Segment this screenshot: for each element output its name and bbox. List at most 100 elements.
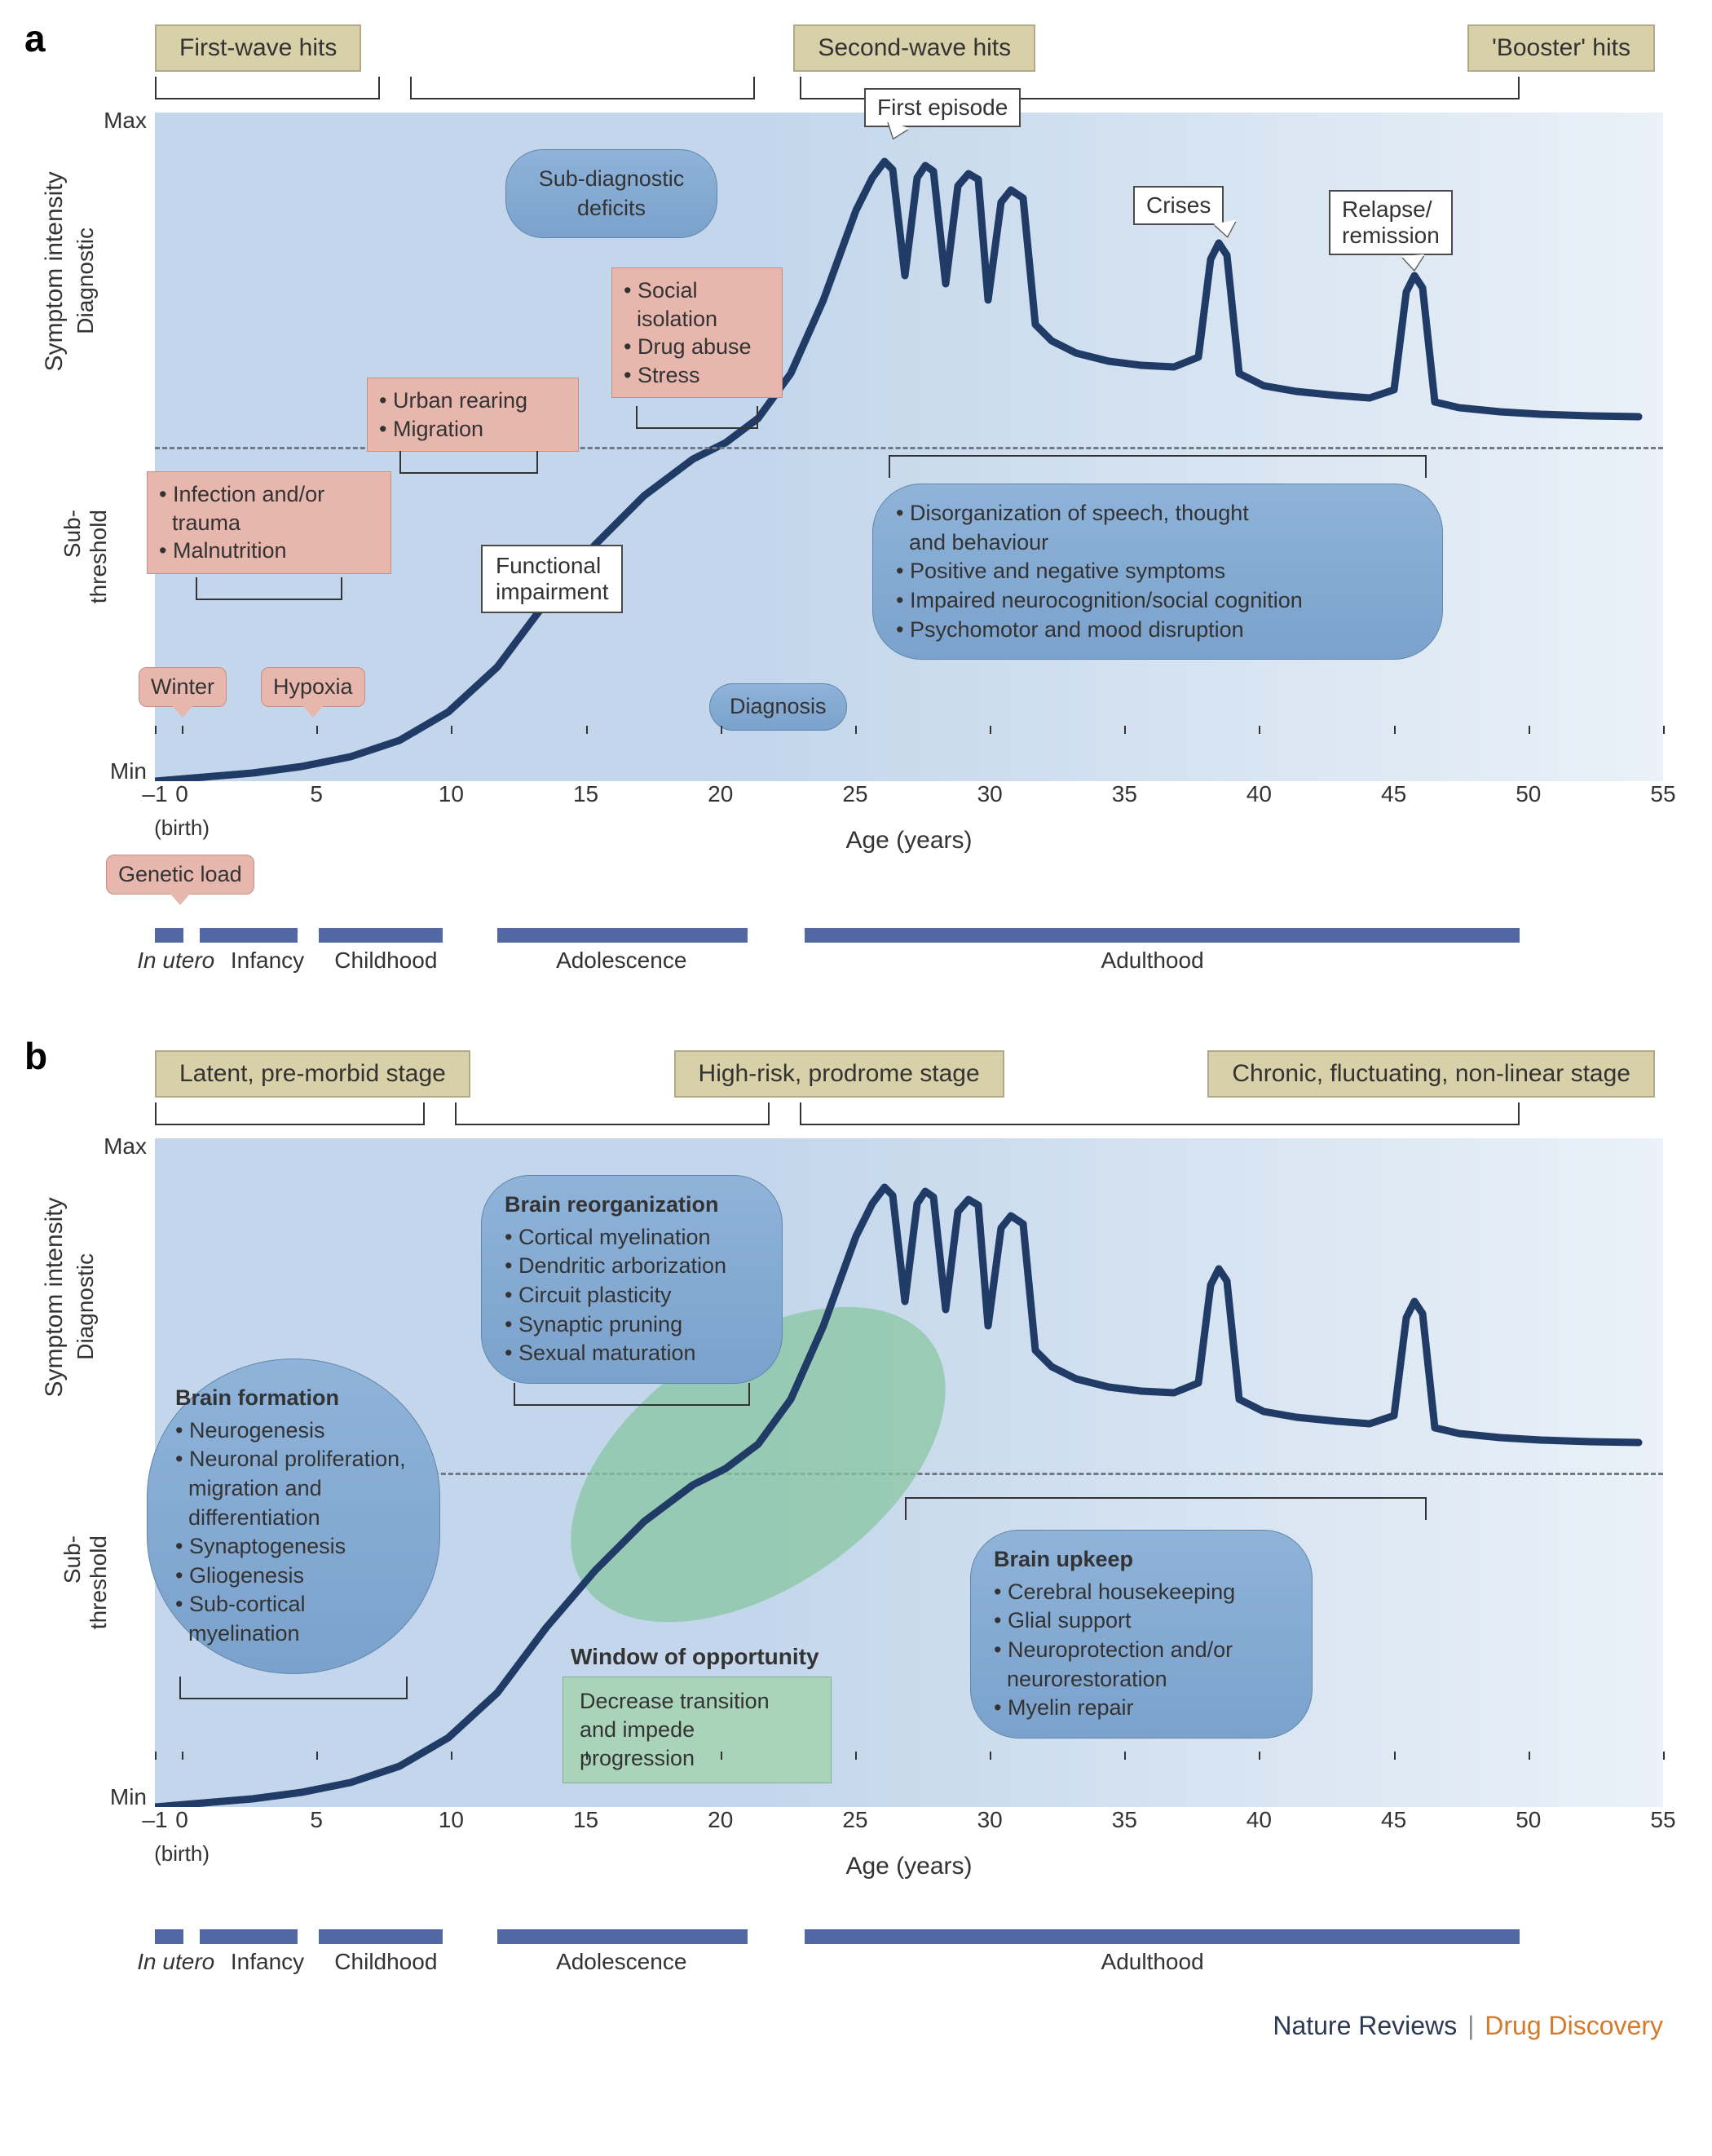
bubble-diagnosis: Diagnosis [709, 683, 847, 731]
xtick: 0 [175, 781, 188, 807]
ytick-diag: Diagnostic [73, 1253, 99, 1376]
xtick: 35 [1112, 1807, 1137, 1833]
callout-relapse: Relapse/ remission [1329, 190, 1453, 255]
bracket [800, 1102, 1520, 1125]
ytick-max: Max [82, 1133, 147, 1160]
stage-a-2: 'Booster' hits [1467, 24, 1655, 72]
lifestage-label: In utero [137, 948, 214, 974]
xtick: 45 [1381, 1807, 1406, 1833]
tag-winter: Winter [139, 667, 227, 707]
bracket [155, 1102, 425, 1125]
lifestage-bar [805, 1929, 1520, 1944]
credit: Nature Reviews | Drug Discovery [0, 2011, 1663, 2041]
lifestage-bar [319, 1929, 443, 1944]
xtick: 5 [310, 781, 323, 807]
callout-tail [1401, 254, 1425, 271]
stage-b-0: Latent, pre-morbid stage [155, 1050, 470, 1098]
lifestage-bar [497, 1929, 748, 1944]
lifestage-a: In uteroInfancyChildhoodAdolescenceAdult… [155, 928, 1655, 952]
xtick: 50 [1516, 1807, 1541, 1833]
tag-hypoxia: Hypoxia [261, 667, 365, 707]
stage-b-2: Chronic, fluctuating, non-linear stage [1207, 1050, 1655, 1098]
bracket [889, 455, 1427, 478]
below-axis-b: (birth) [155, 1856, 1663, 1889]
lifestage-bar [155, 1929, 183, 1944]
bracket [636, 406, 758, 429]
stage-a-1: Second-wave hits [793, 24, 1035, 72]
lifestage-bar [200, 928, 298, 943]
credit-1: Nature Reviews [1273, 2011, 1457, 2040]
ytick-min: Min [82, 758, 147, 784]
credit-sep: | [1467, 2011, 1474, 2040]
lifestage-label: Childhood [334, 948, 437, 974]
xtick: 25 [842, 1807, 867, 1833]
lifestage-label: Adulthood [1101, 948, 1204, 974]
bracket [399, 451, 538, 474]
stage-b-1: High-risk, prodrome stage [674, 1050, 1004, 1098]
lifestage-label: Adolescence [556, 1949, 686, 1975]
bubble-formation: Brain formation • Neurogenesis • Neurona… [147, 1359, 440, 1674]
bubble-reorg: Brain reorganization • Cortical myelinat… [481, 1175, 783, 1384]
plot-a: Symptom intensity Max Min Sub-threshold … [49, 113, 1663, 830]
bracket [905, 1497, 1427, 1520]
birth-label: (birth) [154, 1841, 210, 1867]
window-title: Window of opportunity [571, 1644, 819, 1670]
xtick: 50 [1516, 781, 1541, 807]
lifestage-bar [319, 928, 443, 943]
xtick: 55 [1650, 1807, 1675, 1833]
x-axis-a: Age (years) –10510152025303540455055 [155, 781, 1663, 830]
plot-area-b: Brain formation • Neurogenesis • Neurona… [155, 1138, 1663, 1807]
bracket [196, 577, 342, 600]
xtick: –1 [142, 781, 167, 807]
lifestage-label: Adolescence [556, 948, 686, 974]
xtick: 20 [708, 1807, 733, 1833]
panel-b: b Latent, pre-morbid stage High-risk, pr… [0, 1001, 1712, 2003]
xtick: –1 [142, 1807, 167, 1833]
ytick-sub: Sub-threshold [60, 1535, 112, 1658]
bubble-upkeep: Brain upkeep • Cerebral housekeeping • G… [970, 1530, 1313, 1738]
below-axis-a: Genetic load (birth) [155, 830, 1663, 887]
xtick: 45 [1381, 781, 1406, 807]
xtick: 15 [573, 781, 598, 807]
xtick: 30 [977, 781, 1003, 807]
lifestage-label: Adulthood [1101, 1949, 1204, 1975]
ytick-sub: Sub-threshold [60, 510, 112, 632]
xtick: 40 [1246, 1807, 1272, 1833]
xtick: 5 [310, 1807, 323, 1833]
ytick-max: Max [82, 108, 147, 134]
lifestage-label: In utero [137, 1949, 214, 1975]
xtick: 35 [1112, 781, 1137, 807]
xtick: 20 [708, 781, 733, 807]
lifestage-bar [805, 928, 1520, 943]
xtick: 25 [842, 781, 867, 807]
x-axis-b: Age (years) –10510152025303540455055 [155, 1807, 1663, 1856]
callout-crises: Crises [1133, 186, 1224, 225]
bracket [179, 1677, 408, 1699]
xtick: 0 [175, 1807, 188, 1833]
credit-2: Drug Discovery [1485, 2011, 1663, 2040]
risk-urban: • Urban rearing • Migration [367, 378, 579, 452]
bracket [514, 1383, 750, 1406]
xtick: 55 [1650, 781, 1675, 807]
lifestage-b: In uteroInfancyChildhoodAdolescenceAdult… [155, 1929, 1655, 1954]
y-axis-label: Symptom intensity [41, 171, 68, 371]
risk-social: • Social isolation • Drug abuse • Stress [611, 267, 783, 398]
xtick: 10 [439, 781, 464, 807]
lifestage-label: Childhood [334, 1949, 437, 1975]
bubble-subdiag: Sub-diagnostic deficits [505, 149, 717, 238]
lifestage-label: Infancy [231, 948, 304, 974]
bracket [410, 77, 755, 99]
bubble-main: • Disorganization of speech, thought and… [872, 484, 1443, 660]
stage-row-a: First-wave hits Second-wave hits 'Booste… [155, 24, 1655, 72]
window-box: Decrease transition and impede progressi… [563, 1677, 832, 1783]
risk-infection: • Infection and/or trauma • Malnutrition [147, 471, 391, 574]
bracket-row-b [155, 1098, 1655, 1130]
lifestage-label: Infancy [231, 1949, 304, 1975]
xtick: 30 [977, 1807, 1003, 1833]
y-axis-label: Symptom intensity [41, 1197, 68, 1397]
bracket [455, 1102, 770, 1125]
stage-a-0: First-wave hits [155, 24, 361, 72]
birth-label: (birth) [154, 815, 210, 841]
lifestage-bar [155, 928, 183, 943]
plot-b: Symptom intensity Max Min Sub-threshold … [49, 1138, 1663, 1856]
